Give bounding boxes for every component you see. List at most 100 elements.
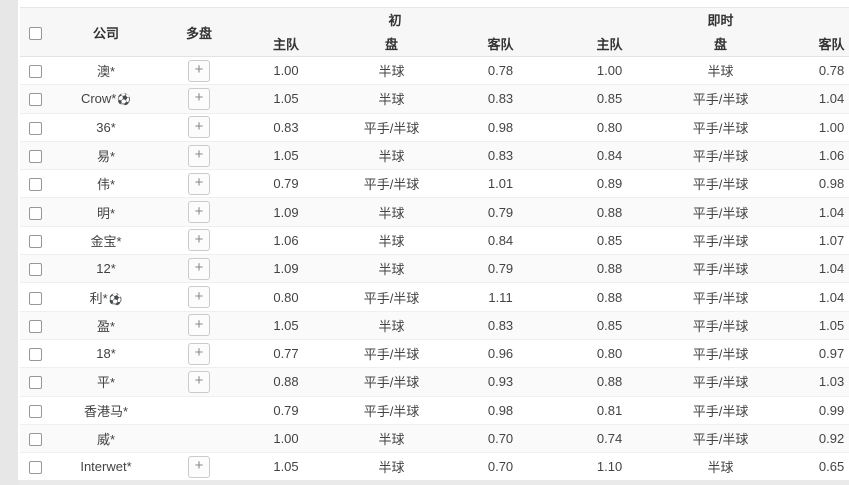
init-home-cell: 0.79 xyxy=(273,176,299,192)
multi-odds-cell xyxy=(162,396,236,424)
company-name: 18* xyxy=(96,346,116,362)
init-away-cell: 0.98 xyxy=(487,402,514,418)
row-checkbox-cell xyxy=(20,283,50,311)
row-checkbox-cell xyxy=(20,198,50,226)
row-checkbox[interactable] xyxy=(28,121,42,135)
table-row: 明* +1.09 半球 0.79 0.88 平手/半球 1.04 xyxy=(20,197,849,227)
soccer-ball-icon: ⚽ xyxy=(117,94,132,107)
row-checkbox[interactable] xyxy=(28,178,42,192)
init-home-cell: 0.88 xyxy=(273,374,299,390)
live-home-cell: 0.80 xyxy=(596,346,623,362)
company-name: Crow* xyxy=(80,91,117,107)
live-away-cell: 1.04 xyxy=(818,261,845,277)
row-checkbox-cell xyxy=(20,170,50,198)
expand-multi-odds-button[interactable]: + xyxy=(188,144,210,167)
multi-odds-cell: + xyxy=(162,311,236,339)
expand-multi-odds-button[interactable]: + xyxy=(188,172,210,195)
row-checkbox[interactable] xyxy=(28,263,42,277)
table-header: 公司 多盘 初 即时 主队 盘 客队 主队 盘 客队 xyxy=(20,7,849,57)
row-checkbox[interactable] xyxy=(28,348,42,362)
live-home-cell: 0.85 xyxy=(596,317,623,333)
live-away-header: 客队 xyxy=(776,30,849,57)
table-row: 澳* +1.00 半球 0.78 1.00 半球 0.78 xyxy=(20,56,849,85)
left-gutter xyxy=(0,0,18,485)
expand-multi-odds-button[interactable]: + xyxy=(188,87,210,110)
expand-multi-odds-button[interactable]: + xyxy=(188,455,210,478)
expand-multi-odds-button[interactable]: + xyxy=(188,116,210,139)
init-home-cell: 1.00 xyxy=(273,431,299,446)
expand-multi-odds-button[interactable]: + xyxy=(188,370,210,393)
select-all-checkbox[interactable] xyxy=(28,26,42,40)
init-home-cell: 0.79 xyxy=(273,402,299,418)
row-checkbox[interactable] xyxy=(28,433,42,447)
live-home-cell: 0.81 xyxy=(596,402,623,418)
live-handicap-cell: 半球 xyxy=(707,460,734,476)
row-checkbox[interactable] xyxy=(28,206,42,220)
multi-odds-cell: + xyxy=(162,85,236,113)
init-home-cell: 1.05 xyxy=(273,317,299,333)
init-away-cell: 0.93 xyxy=(487,374,514,390)
init-handicap-cell: 半球 xyxy=(378,318,405,334)
live-home-cell: 0.80 xyxy=(596,119,623,135)
initial-handicap-header: 盘 xyxy=(336,30,447,57)
live-handicap-cell: 半球 xyxy=(707,64,734,80)
company-cell: 盈* xyxy=(50,311,162,339)
row-checkbox[interactable] xyxy=(28,404,42,418)
live-handicap-cell: 平手/半球 xyxy=(692,205,749,221)
expand-multi-odds-button[interactable]: + xyxy=(188,229,210,252)
row-checkbox-cell xyxy=(20,339,50,367)
table-row: 36* +0.83 平手/半球 0.98 0.80 平手/半球 1.00 xyxy=(20,113,849,142)
select-all-cell xyxy=(20,7,50,57)
row-checkbox[interactable] xyxy=(28,93,42,107)
live-handicap-cell: 平手/半球 xyxy=(692,149,749,165)
live-handicap-cell: 平手/半球 xyxy=(692,290,749,306)
init-away-cell: 0.96 xyxy=(487,346,514,362)
live-handicap-cell: 平手/半球 xyxy=(692,233,749,249)
expand-multi-odds-button[interactable]: + xyxy=(188,59,210,82)
row-checkbox[interactable] xyxy=(28,376,42,390)
expand-multi-odds-button[interactable]: + xyxy=(188,342,210,365)
expand-multi-odds-button[interactable]: + xyxy=(188,257,210,280)
live-handicap-cell: 平手/半球 xyxy=(692,375,749,391)
live-away-cell: 0.99 xyxy=(818,402,845,418)
init-home-cell: 0.80 xyxy=(273,289,299,305)
live-home-cell: 0.84 xyxy=(596,148,623,164)
table-row: 易* +1.05 半球 0.83 0.84 平手/半球 1.06 xyxy=(20,141,849,170)
company-cell: 利*⚽ xyxy=(50,283,162,311)
live-away-cell: 0.78 xyxy=(818,63,845,79)
row-checkbox-cell xyxy=(20,311,50,339)
table-body: 澳* +1.00 半球 0.78 1.00 半球 0.78 Crow*⚽ +1.05 半球 0.83… xyxy=(20,56,849,480)
live-home-cell: 0.85 xyxy=(596,232,623,248)
row-checkbox[interactable] xyxy=(28,65,42,79)
init-away-cell: 0.84 xyxy=(487,232,514,248)
row-checkbox[interactable] xyxy=(28,461,42,475)
row-checkbox[interactable] xyxy=(28,234,42,248)
company-cell: 12* xyxy=(50,255,162,283)
table-row: 12* +1.09 半球 0.79 0.88 平手/半球 1.04 xyxy=(20,254,849,283)
live-home-cell: 0.88 xyxy=(596,204,623,220)
init-away-cell: 1.01 xyxy=(487,176,514,192)
multi-column-header: 多盘 xyxy=(162,7,236,57)
init-handicap-cell: 平手/半球 xyxy=(363,375,420,391)
row-checkbox[interactable] xyxy=(28,291,42,305)
content-panel: 公司 多盘 初 即时 主队 盘 客队 主队 盘 客队 澳* +1.00 半球 0.78… xyxy=(18,0,849,480)
expand-multi-odds-button[interactable]: + xyxy=(188,286,210,309)
initial-group-header: 初 xyxy=(236,7,555,31)
init-away-cell: 1.11 xyxy=(488,289,513,305)
live-home-cell: 1.00 xyxy=(596,63,623,79)
multi-odds-cell: + xyxy=(162,339,236,367)
init-away-cell: 0.98 xyxy=(487,119,514,135)
live-away-cell: 1.04 xyxy=(818,289,845,305)
expand-multi-odds-button[interactable]: + xyxy=(188,201,210,224)
row-checkbox[interactable] xyxy=(28,319,42,333)
table-row: 平* +0.88 平手/半球 0.93 0.88 平手/半球 1.03 xyxy=(20,367,849,397)
init-away-cell: 0.78 xyxy=(487,63,514,79)
company-cell: 澳* xyxy=(50,57,162,85)
table-row: 盈* +1.05 半球 0.83 0.85 平手/半球 1.05 xyxy=(20,311,849,340)
row-checkbox[interactable] xyxy=(28,150,42,164)
multi-odds-cell xyxy=(162,424,236,452)
expand-multi-odds-button[interactable]: + xyxy=(188,314,210,337)
table-row: Interwet* +1.05 半球 0.70 1.10 半球 0.65 xyxy=(20,452,849,480)
company-name: 36* xyxy=(96,119,116,135)
row-checkbox-cell xyxy=(20,424,50,452)
